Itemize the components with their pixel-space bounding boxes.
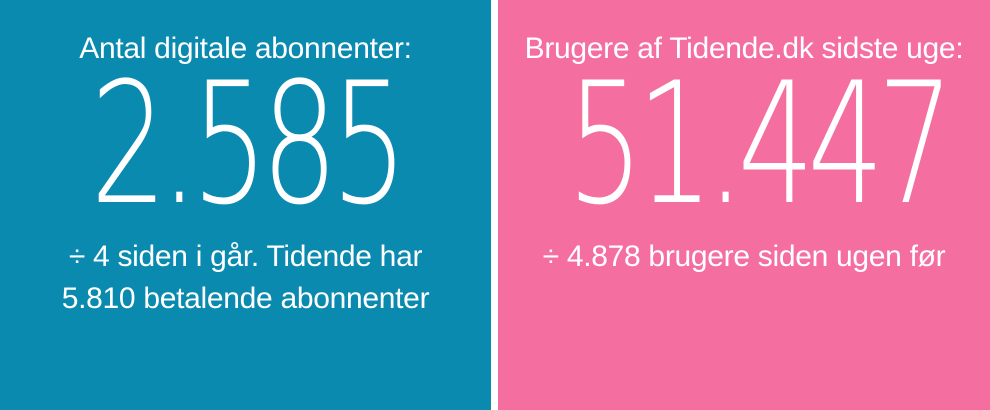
users-change-line-1: ÷ 4.878 brugere siden ugen før [542,240,946,273]
subscribers-change-line-2: 5.810 betalende abonnenter [61,282,430,315]
users-change: ÷ 4.878 brugere siden ugen før [498,236,990,278]
digital-subscribers-panel: Antal digitale abonnenter: 2.585 ÷ 4 sid… [0,0,491,410]
users-count: 51.447 [566,46,954,242]
subscribers-headline: Antal digitale abonnenter: [79,32,412,65]
weekly-users-panel: Brugere af Tidende.dk sidste uge: 51.447… [498,0,990,410]
subscribers-count: 2.585 [90,46,407,242]
subscribers-change-line-1: ÷ 4 siden i går. Tidende har [68,240,423,273]
subscribers-change: ÷ 4 siden i går. Tidende har 5.810 betal… [0,236,491,320]
users-headline: Brugere af Tidende.dk sidste uge: [524,32,964,65]
